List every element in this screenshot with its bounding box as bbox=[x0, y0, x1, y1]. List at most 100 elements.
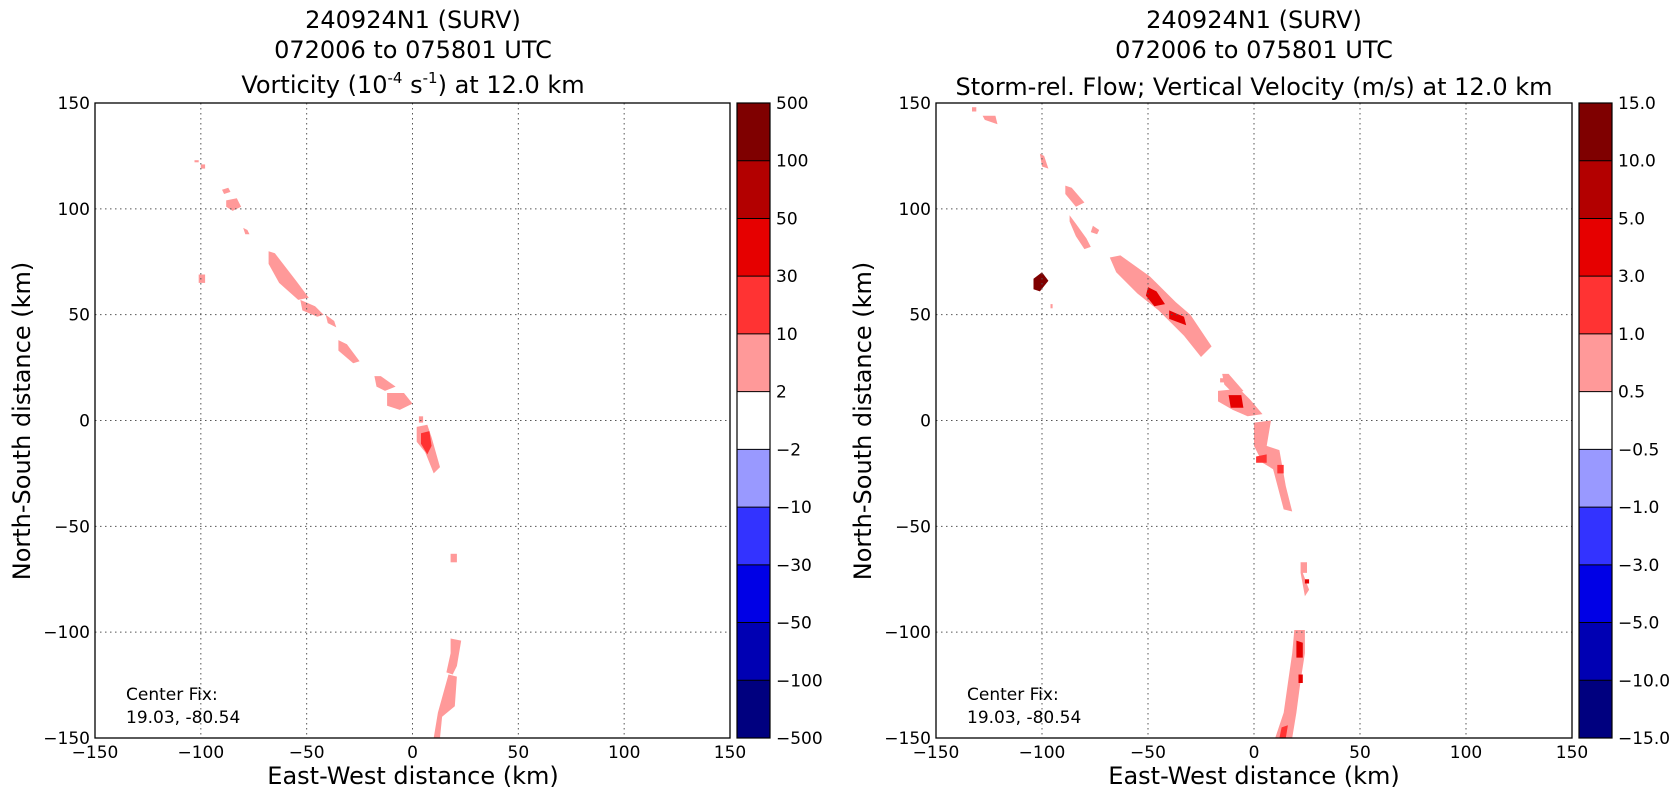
colorbar-tick-label: 15.0 bbox=[1618, 94, 1656, 114]
shaded-region-23 bbox=[1279, 725, 1288, 738]
plot-frame bbox=[94, 102, 731, 739]
y-tick-label: −100 bbox=[884, 623, 931, 643]
colorbar-swatch bbox=[737, 507, 770, 566]
x-tick-label: −100 bbox=[1019, 743, 1066, 763]
colorbar-swatch bbox=[1579, 680, 1612, 739]
y-tick-label: 150 bbox=[899, 94, 931, 114]
y-tick-label: 0 bbox=[920, 412, 931, 432]
colorbar-tick-label: 30 bbox=[776, 267, 798, 287]
colorbar-swatch bbox=[737, 103, 770, 162]
vertical-velocity-colorbar: 15.0 10.0 5.0 3.0 1.0 0.5 −0.5 −1.0 −3.0 −5.0 −10.… bbox=[1578, 94, 1670, 749]
x-tick-label: −150 bbox=[72, 743, 119, 763]
colorbar-swatch bbox=[1579, 507, 1612, 566]
chart-title-line3: Vorticity (10-4 s-1) at 12.0 km bbox=[241, 69, 584, 99]
colorbar-swatch bbox=[1579, 103, 1612, 162]
colorbar-frame bbox=[736, 102, 771, 739]
center-fix-label: Center Fix: bbox=[967, 685, 1059, 705]
colorbar-swatch bbox=[737, 276, 770, 335]
vorticity-shaded-regions bbox=[194, 160, 462, 738]
shaded-region-19 bbox=[1304, 579, 1310, 584]
colorbar-swatch bbox=[1579, 160, 1612, 219]
chart-title-line1: 240924N1 (SURV) bbox=[1146, 6, 1362, 34]
colorbar-tick-label: −30 bbox=[776, 556, 812, 576]
colorbar-swatch bbox=[1579, 333, 1612, 392]
shaded-region-7 bbox=[1050, 304, 1053, 309]
colorbar-swatch bbox=[737, 333, 770, 392]
colorbar-swatch bbox=[1579, 218, 1612, 277]
colorbar-tick-label: 100 bbox=[776, 152, 808, 172]
shaded-region-2 bbox=[222, 187, 231, 194]
vorticity-colorbar: 500 100 50 30 10 2 −2 −10 −30 −50 −100 −500 bbox=[736, 94, 823, 749]
colorbar-swatch bbox=[737, 564, 770, 623]
colorbar-swatch bbox=[737, 449, 770, 508]
plot-frame bbox=[935, 102, 1573, 739]
center-fix-label: Center Fix: bbox=[126, 685, 218, 705]
colorbar-tick-label: −1.0 bbox=[1618, 498, 1659, 518]
shaded-region-16 bbox=[446, 638, 462, 675]
y-tick-label: 100 bbox=[58, 200, 90, 220]
chart-title-line2: 072006 to 075801 UTC bbox=[1115, 36, 1393, 64]
colorbar-tick-label: −50 bbox=[776, 614, 812, 634]
colorbar-swatch bbox=[737, 218, 770, 277]
shaded-region-5 bbox=[1090, 225, 1100, 235]
shaded-region-9 bbox=[1145, 287, 1165, 307]
y-tick-labels: −150 −100 −50 0 50 100 150 bbox=[884, 94, 931, 749]
vorticity-panel: 240924N1 (SURV) 072006 to 075801 UTC Vor… bbox=[8, 6, 823, 790]
colorbar-swatch bbox=[1579, 276, 1612, 335]
colorbar-tick-label: −15.0 bbox=[1618, 729, 1670, 749]
x-tick-label: 50 bbox=[508, 743, 530, 763]
shaded-region-12 bbox=[1220, 378, 1225, 383]
y-tick-label: 50 bbox=[909, 306, 931, 326]
shaded-region-1 bbox=[982, 115, 998, 125]
shaded-region-15 bbox=[1254, 420, 1293, 512]
colorbar-swatch bbox=[1579, 391, 1612, 450]
x-tick-label: −50 bbox=[289, 743, 325, 763]
y-axis-label: North-South distance (km) bbox=[8, 262, 36, 581]
shaded-region-16 bbox=[1256, 454, 1267, 463]
y-tick-label: −150 bbox=[43, 729, 90, 749]
colorbar-tick-label: −5.0 bbox=[1618, 614, 1659, 634]
shaded-region-6 bbox=[268, 251, 309, 300]
vertical-velocity-panel: 240924N1 (SURV) 072006 to 075801 UTC Sto… bbox=[849, 6, 1670, 790]
gridlines bbox=[95, 103, 730, 738]
colorbar-tick-label: −500 bbox=[776, 729, 823, 749]
title3-sup1: -4 bbox=[388, 69, 403, 87]
colorbar-tick-label: 3.0 bbox=[1618, 267, 1645, 287]
shaded-region-3 bbox=[1065, 185, 1085, 207]
x-tick-label: −150 bbox=[913, 743, 960, 763]
shaded-region-10 bbox=[1169, 310, 1187, 326]
vertical-velocity-shaded-regions bbox=[972, 107, 1310, 738]
x-tick-labels: −150 −100 −50 0 50 100 150 bbox=[72, 743, 747, 763]
shaded-region-9 bbox=[338, 340, 360, 364]
shaded-region-6 bbox=[1033, 272, 1049, 292]
shaded-region-1 bbox=[200, 164, 206, 169]
shaded-region-10 bbox=[374, 376, 396, 391]
title3-mid: s bbox=[402, 71, 422, 99]
x-tick-label: −50 bbox=[1130, 743, 1166, 763]
shaded-region-0 bbox=[194, 160, 199, 163]
colorbar-tick-label: 2 bbox=[776, 383, 787, 403]
shaded-region-8 bbox=[325, 314, 337, 328]
colorbar-tick-label: −0.5 bbox=[1618, 440, 1659, 460]
colorbar-swatch bbox=[1579, 622, 1612, 681]
shaded-region-17 bbox=[1277, 464, 1284, 474]
title3-sup2: -1 bbox=[423, 69, 438, 87]
y-tick-label: −100 bbox=[43, 623, 90, 643]
shaded-region-21 bbox=[1296, 640, 1303, 658]
shaded-region-14 bbox=[1228, 395, 1244, 408]
colorbar-tick-label: −10 bbox=[776, 498, 812, 518]
colorbar-tick-label: 1.0 bbox=[1618, 325, 1645, 345]
colorbar-tick-label: −100 bbox=[776, 671, 823, 691]
chart-title-line2: 072006 to 075801 UTC bbox=[274, 36, 552, 64]
shaded-region-3 bbox=[226, 198, 242, 211]
colorbar-swatch bbox=[1579, 449, 1612, 508]
shaded-region-0 bbox=[972, 107, 977, 112]
y-tick-labels: −150 −100 −50 0 50 100 150 bbox=[43, 94, 90, 749]
colorbar-tick-label: −2 bbox=[776, 440, 801, 460]
shaded-region-12 bbox=[418, 416, 424, 423]
shaded-region-7 bbox=[300, 299, 324, 317]
x-tick-label: 150 bbox=[1556, 743, 1588, 763]
shaded-region-8 bbox=[1109, 255, 1212, 357]
shaded-region-18 bbox=[1300, 562, 1310, 597]
y-tick-label: −50 bbox=[895, 517, 931, 537]
